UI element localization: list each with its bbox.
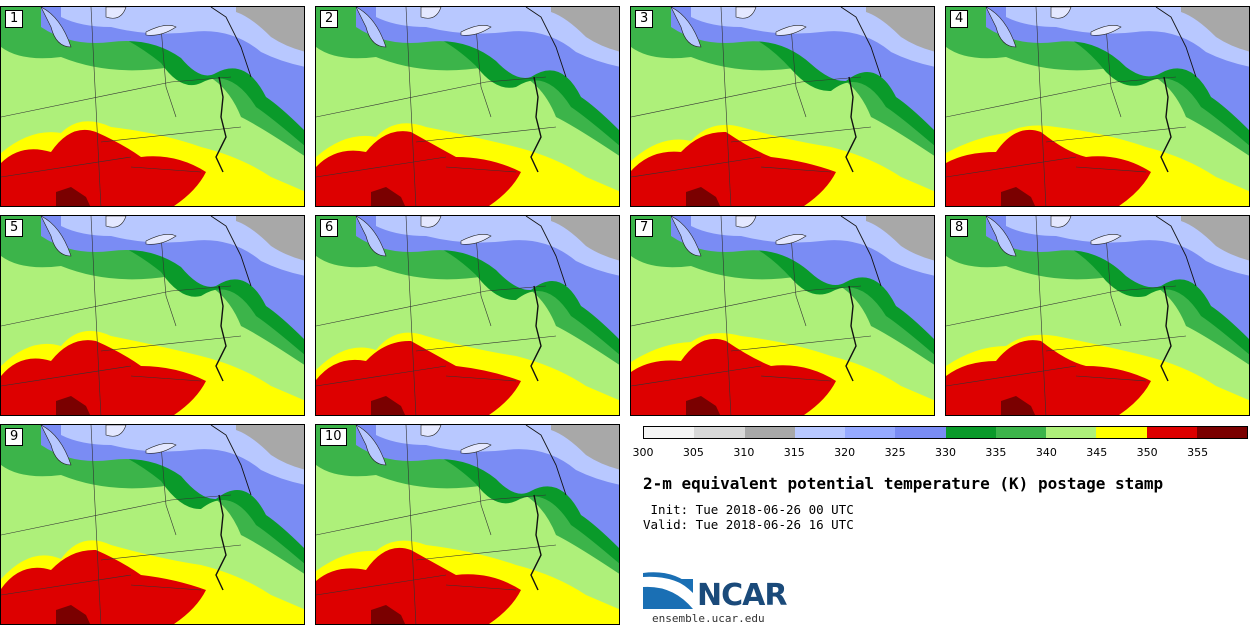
map-panel: 2	[315, 6, 620, 207]
colorbar-tick-label: 355	[1187, 446, 1209, 459]
colorbar-tick-label: 350	[1136, 446, 1158, 459]
colorbar-swatch	[845, 427, 896, 438]
colorbar-tick-label: 330	[935, 446, 956, 459]
map-panel: 8	[945, 215, 1250, 416]
colorbar-tick-label: 340	[1035, 446, 1057, 459]
map-panel: 6	[315, 215, 620, 416]
ncar-logo-text: NCAR	[697, 578, 787, 613]
colorbar-swatch	[694, 427, 745, 438]
colorbar-tick-label: 325	[884, 446, 906, 459]
colorbar-swatch	[945, 427, 996, 438]
panel-label: 10	[320, 428, 347, 446]
colorbar-swatch	[895, 427, 946, 438]
colorbar-tick-label: 305	[682, 446, 704, 459]
colorbar-swatch	[1096, 427, 1147, 438]
panel-label: 9	[5, 428, 24, 446]
colorbar-swatch	[1146, 427, 1197, 438]
colorbar-tick-label: 315	[783, 446, 805, 459]
ncar-logo-icon	[643, 572, 693, 609]
map-panel: 4	[945, 6, 1250, 207]
panel-label: 4	[950, 10, 969, 28]
colorbar	[643, 426, 1248, 439]
colorbar-swatch	[794, 427, 845, 438]
valid-time: Valid: Tue 2018-06-26 16 UTC	[643, 517, 854, 532]
map-panel: 10	[315, 424, 620, 625]
map-panel: 9	[0, 424, 305, 625]
logo-url: ensemble.ucar.edu	[652, 612, 765, 625]
map-panel: 5	[0, 215, 305, 416]
colorbar-swatch	[995, 427, 1046, 438]
panel-label: 6	[320, 219, 339, 237]
panel-label: 5	[5, 219, 24, 237]
panel-label: 8	[950, 219, 969, 237]
figure-title: 2-m equivalent potential temperature (K)…	[643, 474, 1164, 493]
colorbar-swatch	[1196, 427, 1247, 438]
colorbar-tick-label: 300	[632, 446, 654, 459]
panel-label: 3	[635, 10, 654, 28]
colorbar-tick-label: 320	[834, 446, 856, 459]
map-panel: 1	[0, 6, 305, 207]
panel-label: 2	[320, 10, 339, 28]
panel-label: 7	[635, 219, 654, 237]
colorbar-swatch	[644, 427, 695, 438]
colorbar-tick-label: 345	[1086, 446, 1108, 459]
map-panel: 7	[630, 215, 935, 416]
panel-label: 1	[5, 10, 24, 28]
init-time: Init: Tue 2018-06-26 00 UTC	[643, 502, 854, 517]
colorbar-swatch	[744, 427, 795, 438]
colorbar-swatch	[1046, 427, 1097, 438]
colorbar-tick-label: 335	[985, 446, 1007, 459]
colorbar-tick-label: 310	[733, 446, 755, 459]
map-panel: 3	[630, 6, 935, 207]
